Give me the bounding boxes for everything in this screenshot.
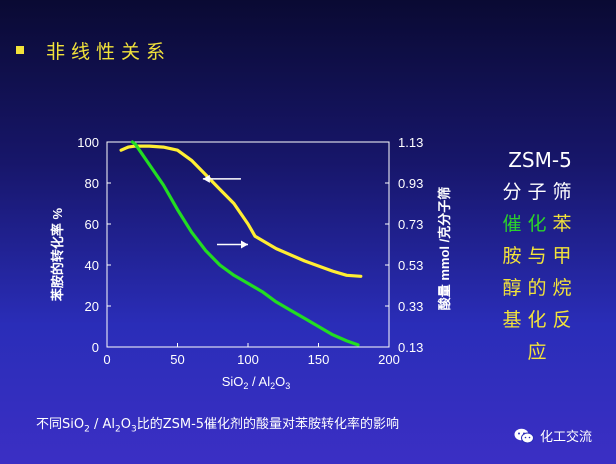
caption-subscript: 2 xyxy=(84,424,90,435)
side-annotation-lines: 分子筛催化苯胺与甲醇的烷基化反应 xyxy=(490,176,590,368)
x-axis-label-subscript: 3 xyxy=(285,381,290,391)
caption-text: 不同SiO xyxy=(36,417,85,432)
x-axis-label-subscript: 2 xyxy=(270,381,275,391)
side-annotation-line: 催化苯 xyxy=(490,208,590,240)
x-axis-label-part: O xyxy=(275,374,285,389)
y-tick-label: 60 xyxy=(85,217,99,232)
x-tick-label: 0 xyxy=(103,352,110,367)
y-tick-label: 100 xyxy=(77,135,99,150)
arrow-head-icon xyxy=(241,240,248,249)
x-axis-label-subscript: 2 xyxy=(243,381,248,391)
side-annotation-line: 分子筛 xyxy=(502,181,578,203)
right-tick-label: 0.13 xyxy=(398,340,423,355)
side-annotation-header: ZSM-5 xyxy=(508,148,572,172)
y-tick-label: 20 xyxy=(85,299,99,314)
side-annotation-char: 苯 xyxy=(552,213,578,235)
right-tick-label: 0.73 xyxy=(398,217,423,232)
source-badge: 化工交流 xyxy=(514,426,592,445)
caption-text: 比的ZSM-5催化剂的酸量对苯胺转化率的影响 xyxy=(136,417,400,432)
caption-text: / Al xyxy=(89,417,115,432)
x-tick-label: 50 xyxy=(170,352,184,367)
arrow-head-icon xyxy=(202,174,210,183)
figure-caption: 不同SiO2 / Al2O3比的ZSM-5催化剂的酸量对苯胺转化率的影响 xyxy=(36,413,399,435)
x-tick-label: 150 xyxy=(308,352,330,367)
bullet-icon xyxy=(16,46,24,54)
badge-text: 化工交流 xyxy=(540,430,593,445)
right-tick-label: 0.33 xyxy=(398,299,423,314)
caption-subscript: 2 xyxy=(115,424,121,435)
side-annotation-char: 催 xyxy=(502,213,528,235)
side-annotation-line: 醇的烷 xyxy=(502,277,578,299)
right-tick-label: 0.93 xyxy=(398,176,423,191)
y-tick-label: 0 xyxy=(92,340,99,355)
side-annotation: ZSM-5 分子筛催化苯胺与甲醇的烷基化反应 xyxy=(490,148,590,368)
acid-amount-series-line xyxy=(130,140,360,347)
right-tick-label: 1.13 xyxy=(398,135,423,150)
wechat-icon xyxy=(514,428,534,443)
side-annotation-char: 化 xyxy=(527,213,553,235)
conversion-series-line xyxy=(119,144,363,278)
y-axis-label-left: 苯胺的转化率 % xyxy=(50,207,65,302)
slide-title-text: 非线性关系 xyxy=(46,40,172,63)
caption-subscript: 3 xyxy=(130,424,137,435)
y-tick-label: 80 xyxy=(85,176,99,191)
slide-title: 非线性关系 xyxy=(16,38,172,63)
x-tick-label: 200 xyxy=(378,352,400,367)
caption-text: O xyxy=(120,417,131,432)
x-axis-label-part: SiO xyxy=(222,374,244,389)
x-axis-label: SiO2 / Al2O3 xyxy=(222,374,291,391)
side-annotation-line: 胺与甲 xyxy=(502,245,578,267)
right-tick-label: 0.53 xyxy=(398,258,423,273)
y-axis-label-right: 酸量 mmol /克分子筛 xyxy=(437,187,452,311)
side-annotation-line: 基化反 xyxy=(502,309,578,331)
y-tick-label: 40 xyxy=(85,258,99,273)
side-annotation-line: 应 xyxy=(527,341,553,363)
x-tick-label: 100 xyxy=(237,352,259,367)
x-axis-label-part: / Al xyxy=(248,374,270,389)
